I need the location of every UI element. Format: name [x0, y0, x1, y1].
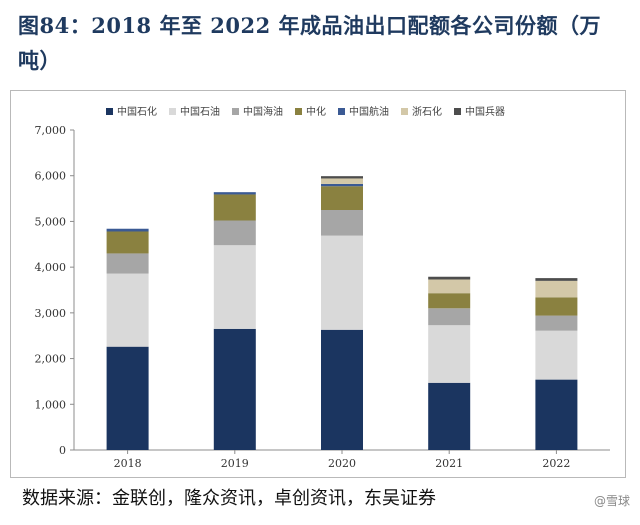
y-tick-label: 2,000: [35, 353, 67, 366]
bar-segment: [535, 280, 578, 298]
bar-segment: [535, 379, 578, 450]
legend-swatch: [338, 108, 345, 115]
bar-segment: [321, 178, 363, 184]
legend-swatch: [295, 108, 302, 115]
x-tick-label: 2019: [221, 457, 249, 470]
y-tick-label: 1,000: [35, 398, 67, 411]
bar-segment: [321, 186, 363, 210]
bar-segment: [213, 245, 256, 329]
y-tick-label: 4,000: [35, 261, 67, 274]
bar-segment: [321, 183, 363, 187]
bar-segment: [321, 329, 363, 450]
bar-segment: [106, 346, 149, 450]
legend-label: 中国石化: [117, 105, 157, 118]
legend-swatch: [106, 108, 113, 115]
bar-segment: [106, 273, 149, 347]
bar-segment: [535, 297, 578, 316]
bar-segment: [106, 253, 149, 274]
bar-segment: [428, 325, 471, 383]
y-tick-label: 5,000: [35, 215, 67, 228]
bar-segment: [321, 210, 363, 236]
legend-label: 中化: [306, 105, 326, 118]
bar-segment: [428, 293, 471, 309]
bar-segment: [428, 308, 471, 326]
bar-segment: [213, 328, 256, 450]
y-tick-label: 3,000: [35, 307, 67, 320]
x-tick-label: 2018: [114, 457, 142, 470]
bar-segment: [428, 276, 471, 280]
bar-segment: [535, 278, 578, 281]
bar-segment: [106, 231, 149, 254]
y-tick-label: 0: [59, 444, 66, 457]
bar-segment: [213, 220, 256, 246]
legend-label: 中国石油: [180, 105, 220, 118]
chart-frame: [10, 90, 626, 478]
legend-label: 中国航油: [349, 105, 389, 118]
source-note: 数据来源：金联创，隆众资讯，卓创资讯，东吴证券: [22, 488, 436, 509]
stacked-bar-chart: 0 1,000 2,000 3,000 4,000 5,000 6,000 7,000 2018…: [35, 105, 610, 470]
bar-segment: [428, 382, 471, 450]
bar-segment: [106, 228, 149, 232]
x-tick-label: 2020: [328, 457, 356, 470]
y-tick-label: 7,000: [35, 124, 67, 137]
bar-segment: [213, 194, 256, 221]
chart-title: 图84：2018 年至 2022 年成品油出口配额各公司份额（万吨）: [18, 13, 602, 73]
bar-segment: [321, 176, 363, 179]
legend-label: 中国海油: [243, 105, 283, 118]
watermark: @雪球: [591, 492, 632, 509]
x-tick-label: 2021: [435, 457, 463, 470]
legend-label: 浙石化: [412, 105, 442, 118]
bar-segment: [213, 192, 256, 195]
legend-swatch: [232, 108, 239, 115]
legend-swatch: [454, 108, 461, 115]
legend-swatch: [169, 108, 176, 115]
bar-segment: [535, 315, 578, 331]
legend-label: 中国兵器: [465, 105, 505, 118]
bar-segment: [321, 235, 363, 330]
bar-segment: [535, 330, 578, 380]
y-tick-label: 6,000: [35, 170, 67, 183]
x-tick-label: 2022: [542, 457, 570, 470]
legend-swatch: [401, 108, 408, 115]
bar-segment: [428, 279, 471, 294]
